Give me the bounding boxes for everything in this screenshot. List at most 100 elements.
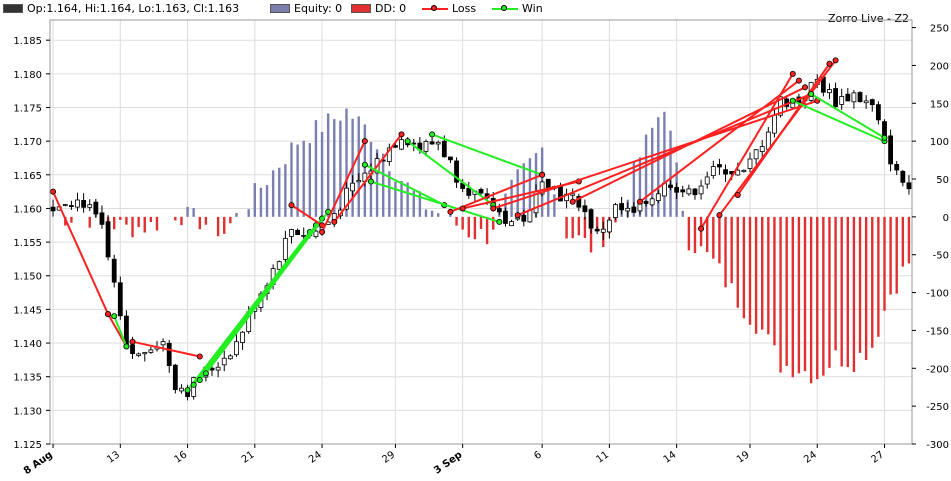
candle-body bbox=[448, 156, 453, 161]
candle-body bbox=[93, 201, 99, 215]
drawdown-bar bbox=[895, 216, 898, 294]
equity-bar bbox=[406, 182, 409, 217]
drawdown-bar bbox=[718, 216, 721, 264]
loss-exit-marker bbox=[539, 171, 546, 178]
win-entry-marker bbox=[429, 131, 436, 138]
candle-body bbox=[845, 93, 851, 102]
equity-bar bbox=[278, 167, 281, 217]
loss-exit-marker bbox=[196, 353, 203, 360]
drawdown-bar bbox=[907, 216, 911, 264]
equity-bar bbox=[271, 170, 275, 217]
drawdown-bar bbox=[112, 216, 116, 230]
loss-trade-line bbox=[333, 133, 403, 223]
win-entry-marker bbox=[111, 313, 118, 320]
drawdown-bar bbox=[736, 216, 739, 308]
equity-bar bbox=[363, 124, 367, 217]
candle-body bbox=[215, 366, 221, 371]
candle-body bbox=[81, 200, 87, 208]
price-tick-label: 1.150 bbox=[13, 272, 42, 283]
drawdown-bar bbox=[858, 216, 862, 353]
loss-entry-marker bbox=[514, 212, 521, 219]
equity-bar bbox=[424, 209, 428, 217]
equity-bar bbox=[657, 117, 660, 217]
drawdown-bar bbox=[871, 216, 874, 348]
loss-exit-marker bbox=[398, 131, 405, 138]
drawdown-bar bbox=[577, 216, 581, 236]
candle-body bbox=[613, 204, 618, 218]
loss-trade-line bbox=[639, 79, 800, 203]
candle-body bbox=[386, 147, 392, 162]
equity-bar bbox=[388, 171, 391, 217]
drawdown-bar bbox=[773, 216, 776, 346]
price-tick-label: 1.130 bbox=[13, 406, 42, 417]
candle-body bbox=[631, 206, 637, 213]
price-tick-label: 1.140 bbox=[13, 339, 42, 350]
win-trade-line bbox=[113, 315, 128, 347]
candle-body bbox=[594, 228, 600, 232]
drawdown-bar bbox=[687, 216, 691, 251]
drawdown-swatch-icon bbox=[351, 4, 371, 13]
equity-bar bbox=[632, 162, 636, 217]
win-trade-line bbox=[431, 133, 543, 176]
legend-equity-text: Equity: 0 bbox=[294, 2, 343, 15]
candle-body bbox=[710, 166, 716, 176]
win-entry-marker bbox=[404, 138, 411, 145]
equity-tick-label: 0 bbox=[943, 213, 949, 224]
drawdown-bar bbox=[748, 216, 752, 325]
win-trade-line bbox=[370, 180, 500, 223]
equity-bar bbox=[412, 190, 415, 217]
legend-win: Win bbox=[492, 2, 543, 15]
candle-body bbox=[399, 139, 404, 150]
loss-exit-marker bbox=[795, 77, 802, 84]
drawdown-bar bbox=[730, 216, 733, 284]
equity-bar bbox=[516, 169, 519, 217]
drawdown-bar bbox=[88, 216, 91, 228]
win-entry-marker bbox=[808, 91, 815, 98]
equity-tick-label: -150 bbox=[926, 326, 949, 337]
legend-loss-text: Loss bbox=[452, 2, 477, 15]
equity-bar bbox=[284, 164, 287, 217]
candle-body bbox=[62, 204, 68, 206]
drawdown-bar bbox=[174, 216, 177, 221]
equity-bar bbox=[302, 140, 305, 217]
candle-body bbox=[869, 99, 875, 106]
price-tick-label: 1.175 bbox=[13, 103, 42, 114]
candle-body bbox=[570, 193, 576, 196]
candle-body bbox=[503, 210, 508, 224]
x-tick-label: 3 Sep bbox=[432, 449, 464, 476]
candle-body bbox=[833, 88, 838, 108]
loss-entry-marker bbox=[716, 212, 723, 219]
candle-body bbox=[625, 207, 631, 212]
x-tick-label: 19 bbox=[735, 449, 752, 465]
price-tick-label: 1.165 bbox=[13, 171, 42, 182]
candle-body bbox=[680, 189, 686, 193]
equity-tick-label: -250 bbox=[926, 402, 949, 413]
candle-body bbox=[435, 141, 441, 145]
candle-body bbox=[454, 160, 459, 183]
x-tick-label: 14 bbox=[662, 449, 679, 465]
candle-body bbox=[753, 149, 759, 160]
x-tick-label: 11 bbox=[594, 449, 611, 465]
candle-body bbox=[478, 189, 484, 194]
win-trade-line bbox=[407, 140, 494, 206]
drawdown-bar bbox=[901, 216, 905, 267]
x-tick-label: 6 bbox=[532, 449, 544, 462]
candle-body bbox=[509, 221, 514, 227]
candle-body bbox=[851, 92, 857, 103]
loss-trade-line bbox=[700, 73, 794, 230]
drawdown-bar bbox=[461, 216, 464, 230]
equity-bar bbox=[247, 209, 250, 217]
candle-body bbox=[172, 364, 178, 390]
equity-bar bbox=[638, 157, 642, 217]
drawdown-bar bbox=[473, 216, 477, 240]
candle-body bbox=[68, 205, 74, 207]
loss-line-icon bbox=[422, 4, 448, 13]
equity-swatch-icon bbox=[270, 4, 290, 13]
x-tick-label: 13 bbox=[105, 449, 122, 465]
candle-body bbox=[888, 135, 894, 165]
drawdown-bar bbox=[216, 216, 220, 237]
win-entry-marker bbox=[196, 377, 203, 384]
candle-body bbox=[282, 237, 288, 260]
candle-body bbox=[704, 176, 710, 185]
equity-bar bbox=[449, 212, 452, 217]
